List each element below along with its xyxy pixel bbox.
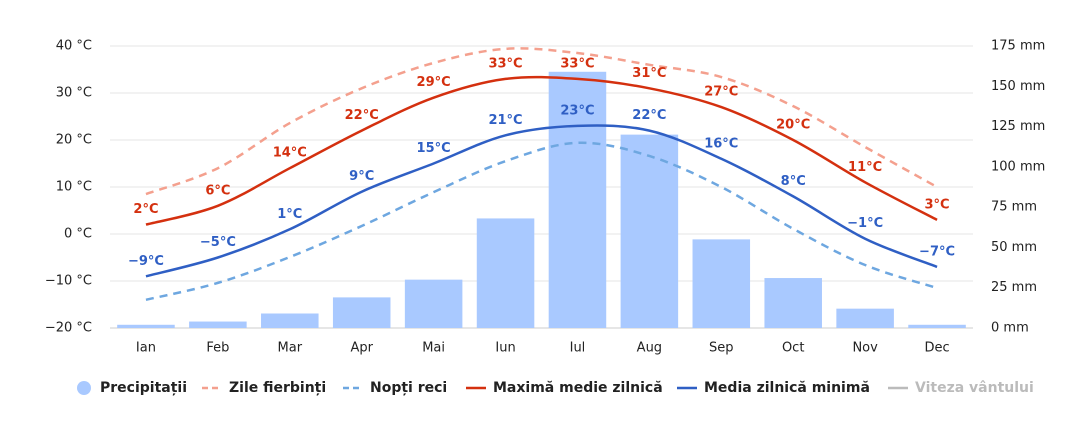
x-tick-label: Iul <box>570 341 586 356</box>
bar <box>261 313 319 328</box>
data-label: −1°C <box>847 216 883 231</box>
data-label: 2°C <box>133 202 158 217</box>
data-label: 23°C <box>560 103 594 118</box>
bar <box>836 308 894 328</box>
y2-tick-label: 100 mm <box>991 159 1045 174</box>
data-label: 33°C <box>488 56 522 71</box>
bar <box>620 134 679 328</box>
bar <box>189 321 247 328</box>
line <box>145 141 938 302</box>
x-tick-label: Mai <box>422 341 445 356</box>
y-tick-label: −10 °C <box>45 274 92 289</box>
x-tick-label: Iun <box>495 341 515 356</box>
y-tick-label: 10 °C <box>56 180 92 195</box>
legend-label[interactable]: Precipitații <box>100 380 187 396</box>
legend-label[interactable]: Maximă medie zilnică <box>493 380 663 396</box>
data-label: 33°C <box>560 56 594 71</box>
x-tick-label: Mar <box>278 341 303 356</box>
bar <box>404 279 463 328</box>
x-tick-label: Aug <box>637 341 662 356</box>
data-label: 29°C <box>417 75 451 90</box>
x-tick-label: Dec <box>924 341 949 356</box>
data-label: 14°C <box>273 146 307 161</box>
data-label: 20°C <box>776 118 810 133</box>
x-tick-label: Oct <box>782 341 804 356</box>
data-label: 21°C <box>488 113 522 128</box>
bar <box>476 218 535 328</box>
x-tick-label: Apr <box>350 341 373 356</box>
y2-tick-label: 150 mm <box>991 79 1045 94</box>
data-label: 27°C <box>704 85 738 100</box>
data-label: 16°C <box>704 136 738 151</box>
data-label: 9°C <box>349 169 374 184</box>
legend-label[interactable]: Zile fierbinți <box>229 380 326 396</box>
bar <box>692 239 751 328</box>
y-tick-label: 40 °C <box>56 39 92 54</box>
data-label: 31°C <box>632 66 666 81</box>
x-tick-label: Ian <box>136 341 156 356</box>
y-tick-label: 30 °C <box>56 86 92 101</box>
data-label: 22°C <box>632 108 666 123</box>
legend-label[interactable]: Media zilnică minimă <box>704 380 870 396</box>
x-tick-label: Nov <box>852 341 878 356</box>
y-tick-label: 0 °C <box>64 227 92 242</box>
data-label: 15°C <box>417 141 451 156</box>
data-label: −9°C <box>128 254 164 269</box>
data-label: −7°C <box>919 244 955 259</box>
data-label: 1°C <box>277 207 302 222</box>
y2-tick-label: 175 mm <box>991 39 1045 54</box>
data-label: 8°C <box>781 174 806 189</box>
y2-tick-label: 25 mm <box>991 280 1037 295</box>
legend-label[interactable]: Viteza vântului <box>915 380 1034 396</box>
bar <box>908 324 966 328</box>
line <box>145 47 938 196</box>
data-label: −5°C <box>200 235 236 250</box>
y2-tick-label: 125 mm <box>991 119 1045 134</box>
data-label: 22°C <box>345 108 379 123</box>
y2-tick-label: 0 mm <box>991 321 1029 336</box>
bar <box>764 278 822 328</box>
bar <box>117 324 175 328</box>
data-label: 11°C <box>848 160 882 175</box>
y-tick-label: 20 °C <box>56 133 92 148</box>
line <box>145 75 938 226</box>
y2-tick-label: 50 mm <box>991 240 1037 255</box>
y2-tick-label: 75 mm <box>991 200 1037 215</box>
data-label: 6°C <box>205 183 230 198</box>
line <box>145 124 938 278</box>
x-tick-label: Feb <box>206 341 229 356</box>
x-tick-label: Sep <box>709 341 734 356</box>
legend-marker <box>77 381 91 395</box>
y-tick-label: −20 °C <box>45 321 92 336</box>
data-label: 3°C <box>924 197 949 212</box>
legend-label[interactable]: Nopți reci <box>370 380 447 396</box>
bar <box>548 71 607 328</box>
bar <box>332 297 391 328</box>
